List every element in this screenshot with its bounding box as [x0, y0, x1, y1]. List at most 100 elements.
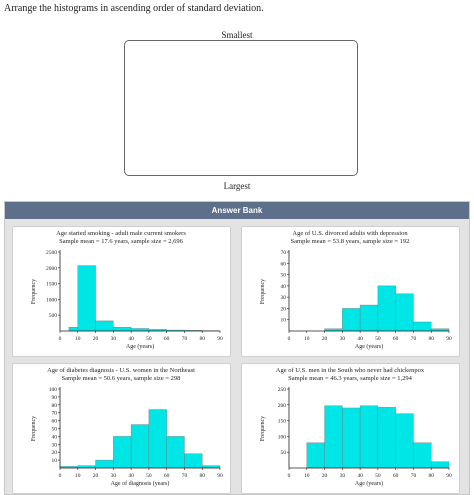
histogram-bar: [77, 265, 96, 332]
y-tick-label: 200: [278, 403, 287, 409]
x-axis-label: Age (years): [355, 343, 383, 350]
histogram-bar: [306, 442, 325, 469]
histogram-bar: [395, 293, 414, 332]
y-tick-label: 100: [278, 434, 287, 440]
y-tick-label: 80: [52, 403, 58, 409]
x-tick-label: 10: [75, 473, 81, 479]
x-tick-label: 50: [375, 336, 381, 342]
x-tick-label: 0: [288, 336, 291, 342]
y-tick-label: 50: [281, 450, 287, 456]
x-tick-label: 60: [164, 336, 170, 342]
histogram-chickenpox: Age of U.S. men in the South who never h…: [260, 367, 452, 487]
histogram-bar: [130, 424, 150, 469]
y-tick-label: 1000: [46, 297, 57, 303]
histogram-bar: [166, 436, 185, 469]
y-axis-label: Frequency: [260, 416, 266, 441]
question-prompt: Arrange the histograms in ascending orde…: [4, 3, 264, 14]
x-tick-label: 60: [393, 336, 399, 342]
x-tick-label: 70: [411, 473, 417, 479]
x-tick-label: 40: [128, 473, 134, 479]
histogram-bar: [68, 327, 78, 332]
histogram-bar: [377, 407, 396, 469]
x-tick-label: 0: [59, 473, 62, 479]
y-tick-label: 30: [281, 295, 287, 301]
chart-subtitle: Sample mean = 46.3 years, sample size = …: [288, 375, 413, 382]
y-tick-label: 1500: [46, 282, 57, 288]
histogram-card-smoking[interactable]: Age started smoking - adult male current…: [12, 226, 231, 357]
y-tick-label: 20: [52, 450, 58, 456]
y-axis-label: Frequency: [31, 416, 37, 441]
histogram-bar: [184, 453, 203, 469]
y-tick-label: 70: [52, 411, 58, 417]
histogram-card-diabetes[interactable]: Age of diabetes diagnosis - U.S. women i…: [12, 363, 231, 494]
x-tick-label: 20: [322, 473, 328, 479]
x-axis-label: Age (years): [355, 480, 383, 487]
y-tick-label: 70: [281, 250, 287, 256]
histogram-diabetes: Age of diabetes diagnosis - U.S. women i…: [31, 367, 223, 487]
x-tick-label: 90: [217, 336, 223, 342]
histogram-depression: Age of U.S. divorced adults with depress…: [260, 230, 452, 350]
x-tick-label: 80: [428, 336, 434, 342]
y-tick-label: 60: [281, 261, 287, 267]
histogram-bar: [342, 407, 361, 469]
histogram-bar: [359, 405, 379, 469]
histogram-bar: [431, 461, 450, 469]
histogram-bar: [342, 308, 361, 332]
y-tick-label: 10: [281, 318, 287, 324]
x-tick-label: 30: [111, 336, 117, 342]
histogram-bar: [395, 413, 414, 469]
x-tick-label: 0: [59, 336, 62, 342]
x-tick-label: 30: [340, 473, 346, 479]
y-tick-label: 30: [52, 442, 58, 448]
chart-subtitle: Sample mean = 50.6 years, sample size = …: [62, 375, 181, 382]
y-tick-label: 50: [52, 427, 58, 433]
y-tick-label: 500: [49, 313, 58, 319]
x-tick-label: 60: [164, 473, 170, 479]
histogram-card-chickenpox[interactable]: Age of U.S. men in the South who never h…: [241, 363, 460, 494]
y-tick-label: 150: [278, 419, 287, 425]
y-tick-label: 10: [52, 458, 58, 464]
x-tick-label: 70: [182, 336, 188, 342]
y-tick-label: 60: [52, 419, 58, 425]
x-tick-label: 20: [93, 336, 99, 342]
chart-title: Age of U.S. men in the South who never h…: [276, 367, 425, 374]
x-tick-label: 50: [146, 336, 152, 342]
x-tick-label: 80: [199, 473, 205, 479]
chart-title: Age of diabetes diagnosis - U.S. women i…: [47, 367, 195, 374]
histogram-bar: [113, 436, 132, 469]
histogram-card-depression[interactable]: Age of U.S. divorced adults with depress…: [241, 226, 460, 357]
smallest-label: Smallest: [221, 30, 253, 40]
chart-title: Age started smoking - adult male current…: [56, 230, 186, 237]
x-tick-label: 0: [288, 473, 291, 479]
x-tick-label: 10: [304, 336, 310, 342]
chart-subtitle: Sample mean = 17.6 years, sample size = …: [59, 238, 184, 245]
y-tick-label: 2000: [46, 266, 57, 272]
largest-label: Largest: [223, 181, 251, 191]
x-tick-label: 50: [375, 473, 381, 479]
x-axis-label: Age of diagnosis (years): [111, 480, 170, 487]
histogram-bar: [95, 459, 114, 469]
answer-bank-header: Answer Bank: [5, 202, 469, 219]
y-tick-label: 90: [52, 395, 58, 401]
x-tick-label: 60: [393, 473, 399, 479]
x-tick-label: 40: [357, 473, 363, 479]
x-tick-label: 10: [304, 473, 310, 479]
y-tick-label: 100: [49, 387, 58, 393]
x-axis-label: Age (years): [126, 343, 154, 350]
x-tick-label: 90: [217, 473, 223, 479]
x-tick-label: 70: [182, 473, 188, 479]
histogram-bar: [377, 285, 396, 332]
y-tick-label: 40: [281, 284, 287, 290]
y-tick-label: 2500: [46, 250, 57, 256]
histogram-bar: [413, 442, 432, 469]
x-tick-label: 10: [75, 336, 81, 342]
ranking-drop-zone[interactable]: [124, 40, 358, 176]
x-tick-label: 80: [199, 336, 205, 342]
histogram-smoking: Age started smoking - adult male current…: [31, 230, 223, 350]
y-tick-label: 250: [278, 387, 287, 393]
x-tick-label: 20: [322, 336, 328, 342]
histogram-bar: [324, 405, 343, 469]
y-tick-label: 50: [281, 273, 287, 279]
chart-title: Age of U.S. divorced adults with depress…: [292, 230, 408, 237]
y-tick-label: 20: [281, 306, 287, 312]
